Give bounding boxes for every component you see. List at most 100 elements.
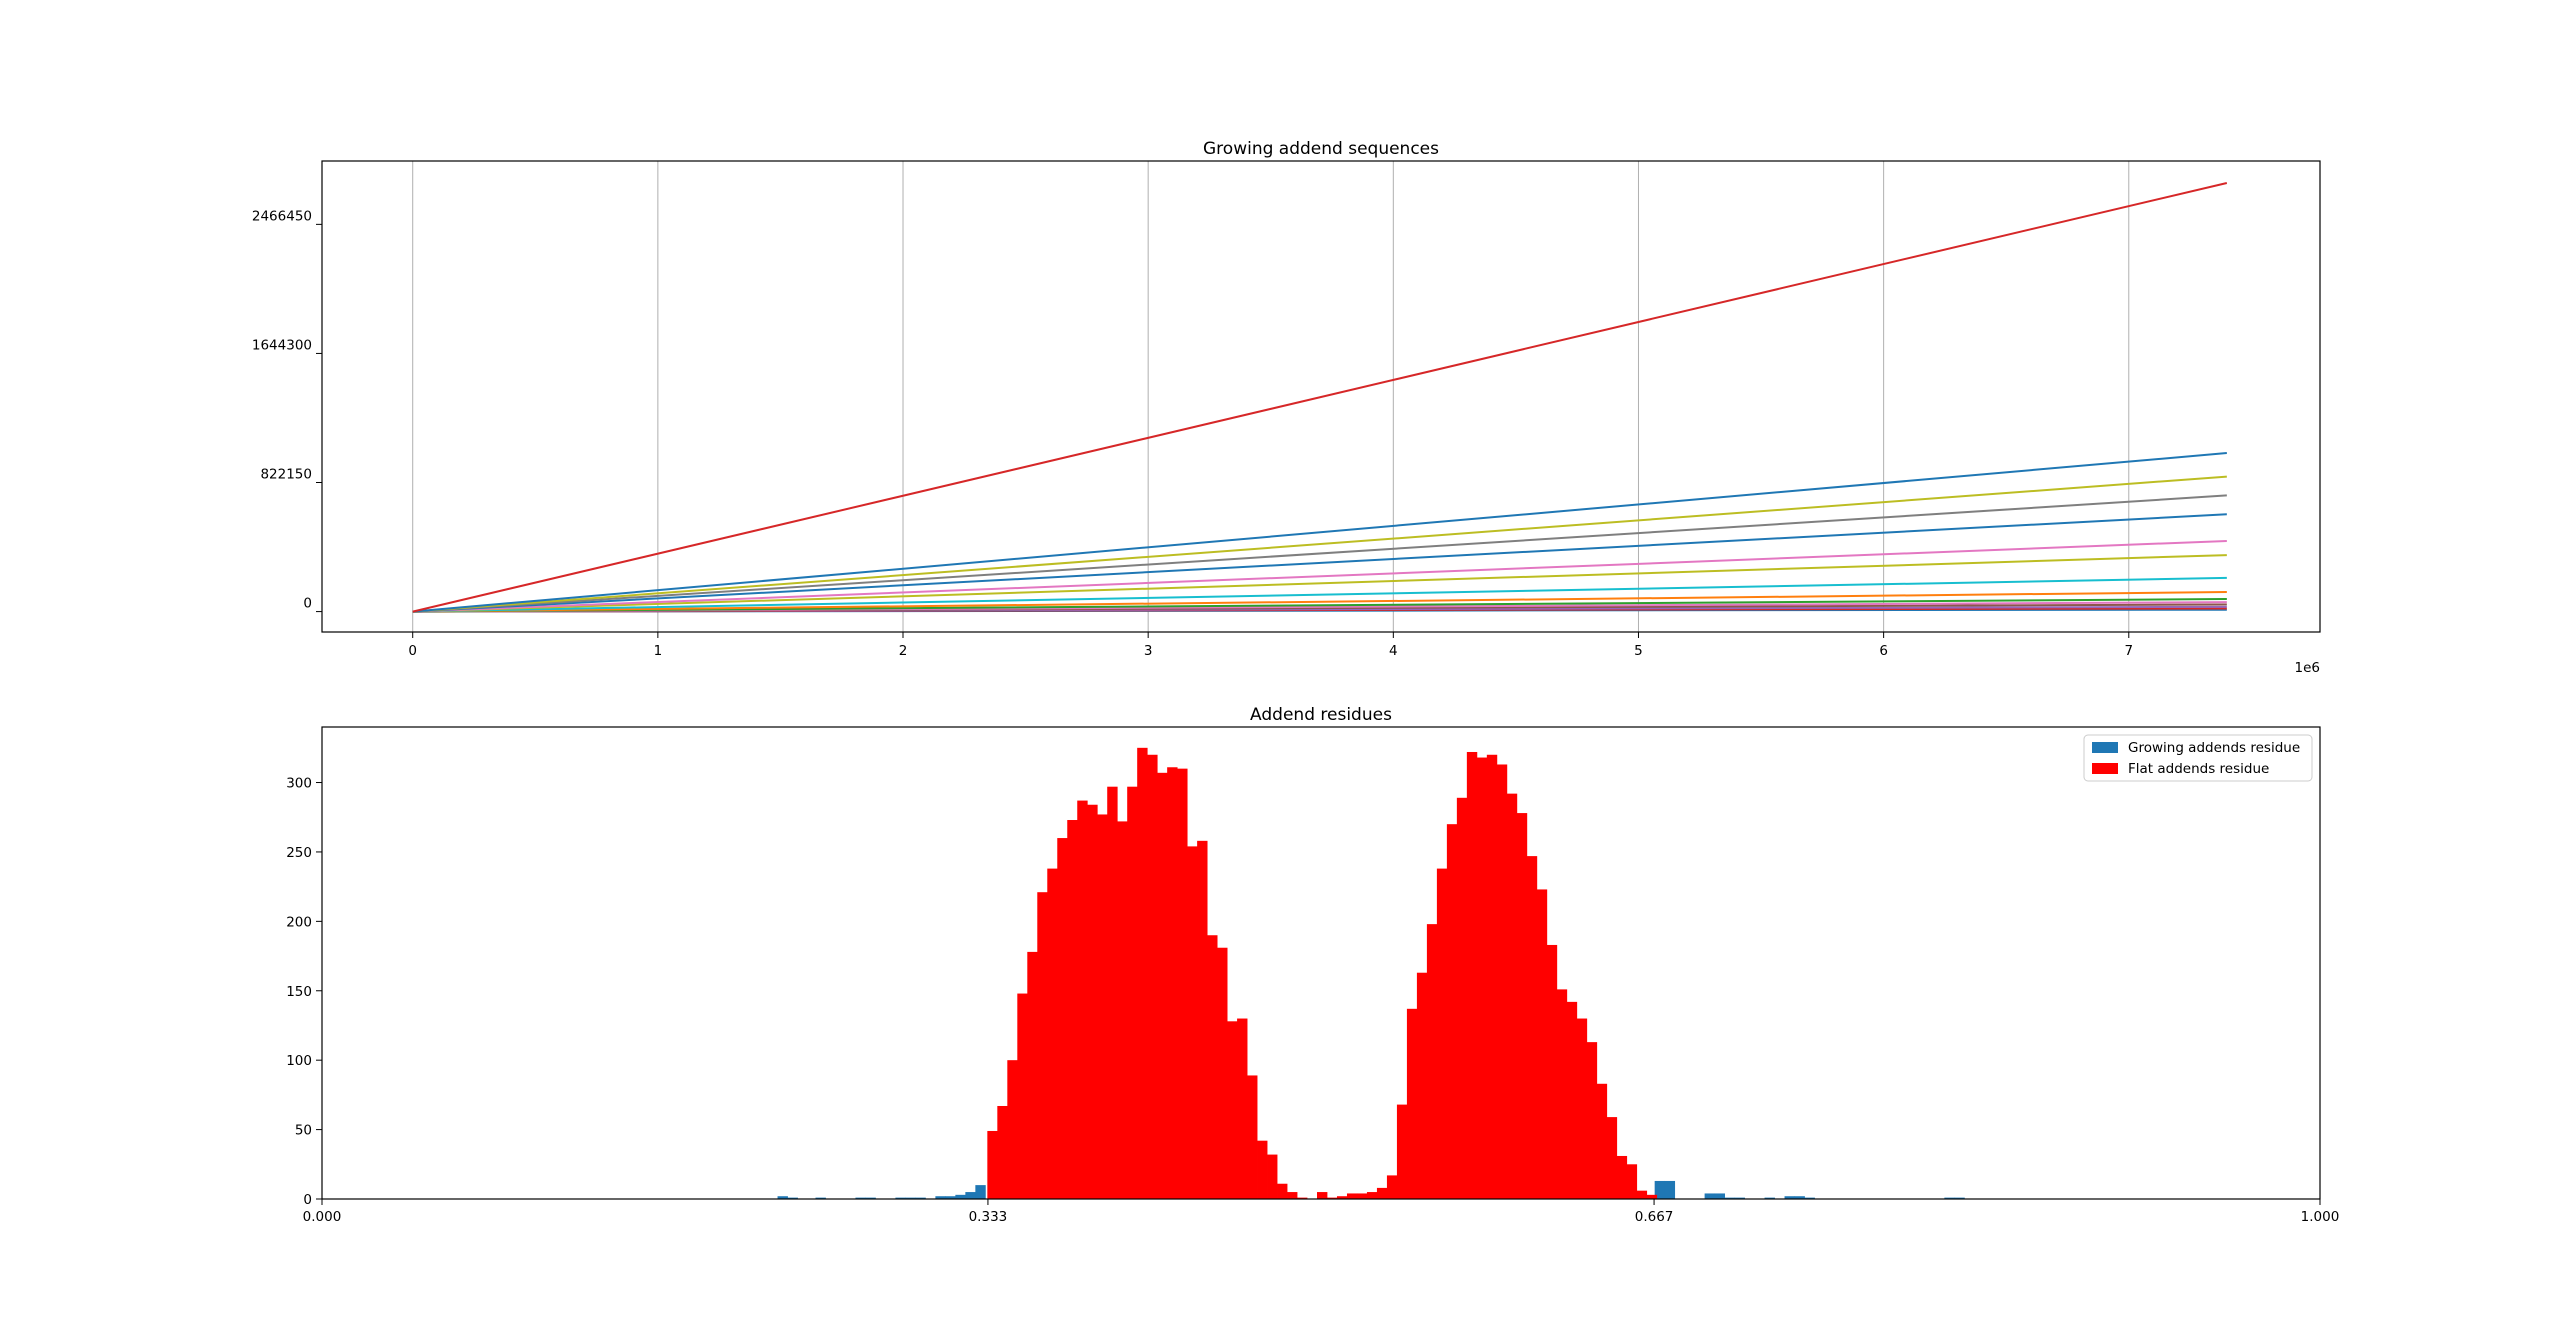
histogram-bar xyxy=(1037,892,1048,1199)
histogram-bar xyxy=(935,1196,946,1199)
histogram-bar xyxy=(1526,856,1538,1199)
legend-swatch-flat xyxy=(2092,763,2118,774)
histogram-bar xyxy=(1546,944,1558,1199)
histogram-bar xyxy=(1556,989,1568,1199)
histogram-bar xyxy=(1277,1183,1288,1199)
histogram-bar xyxy=(1326,1197,1338,1199)
histogram-bar xyxy=(1486,754,1498,1199)
histogram-bar xyxy=(1784,1196,1795,1199)
histogram-bar xyxy=(1057,838,1068,1199)
histogram-bar xyxy=(1197,840,1208,1199)
histogram-bar xyxy=(1586,1042,1598,1199)
bottom-y-ticks: 0 50 100 150 200 250 300 xyxy=(286,776,322,1208)
histogram-bar xyxy=(1616,1155,1628,1199)
top-x-tick-label: 1 xyxy=(654,643,663,659)
histogram-bar xyxy=(1157,772,1168,1199)
histogram-bar xyxy=(915,1197,926,1199)
histogram-bar xyxy=(1724,1197,1735,1199)
histogram-bar xyxy=(1794,1196,1805,1199)
histogram-bar xyxy=(1127,786,1138,1199)
histogram-bar xyxy=(1177,768,1188,1199)
series-line xyxy=(412,513,2227,613)
series-line xyxy=(412,494,2227,613)
histogram-bar xyxy=(1227,1021,1238,1199)
histogram-bar xyxy=(1287,1192,1298,1199)
histogram-bar xyxy=(1097,814,1108,1199)
histogram-bar xyxy=(1346,1193,1358,1199)
legend: Growing addends residue Flat addends res… xyxy=(2083,734,2313,782)
legend-swatch-growing xyxy=(2092,742,2118,753)
histogram-bar xyxy=(975,1185,986,1199)
histogram-bar xyxy=(945,1196,956,1199)
histogram-bar xyxy=(1396,1104,1408,1199)
histogram-bar xyxy=(787,1197,798,1199)
histogram-bar xyxy=(1476,757,1488,1199)
histogram-bar xyxy=(1596,1083,1608,1199)
histogram-bar xyxy=(955,1194,966,1199)
bottom-y-tick-label: 100 xyxy=(286,1053,312,1069)
top-x-tick-label: 2 xyxy=(899,643,908,659)
top-y-tick-label: 0 xyxy=(303,596,312,612)
histogram-bar xyxy=(1516,813,1528,1199)
histogram-bar xyxy=(1536,889,1548,1199)
histogram-bar xyxy=(1804,1197,1815,1199)
histogram-bar xyxy=(1626,1164,1638,1199)
top-y-ticks: 0 822150 1644300 2466450 xyxy=(252,208,322,613)
bottom-y-tick-label: 50 xyxy=(295,1123,312,1139)
histogram-bar xyxy=(1636,1190,1648,1199)
histogram-bar xyxy=(1704,1193,1716,1199)
histogram-bar xyxy=(1017,993,1028,1199)
histogram-bar xyxy=(895,1197,906,1199)
histogram-bar xyxy=(1187,846,1198,1199)
top-chart-title: Growing addend sequences xyxy=(1203,139,1439,159)
legend-label-flat: Flat addends residue xyxy=(2128,761,2269,777)
series-line xyxy=(412,539,2227,613)
histogram-bar xyxy=(855,1197,866,1199)
histogram-bar xyxy=(815,1197,826,1199)
histogram-bar xyxy=(1646,1194,1658,1199)
bottom-y-tick-label: 300 xyxy=(286,776,312,792)
histogram-bar xyxy=(777,1196,788,1199)
series-line xyxy=(412,576,2227,613)
histogram-bar xyxy=(1237,1018,1248,1199)
histogram-bar xyxy=(1027,951,1038,1199)
histogram-bar xyxy=(1077,800,1088,1199)
histogram-bar xyxy=(1714,1193,1725,1199)
histogram-bar xyxy=(865,1197,876,1199)
histogram-bar xyxy=(1496,764,1508,1199)
histogram-bar xyxy=(1207,935,1218,1199)
histogram-bar xyxy=(987,1130,998,1199)
histogram-bar xyxy=(1566,1001,1578,1199)
histogram-bar xyxy=(1267,1154,1278,1199)
series-line xyxy=(412,452,2227,613)
series-line xyxy=(412,590,2227,613)
addend-residues-chart: 0.000 0.333 0.667 1.000 050100150200250300 … xyxy=(286,705,2339,1225)
histogram-bar xyxy=(1456,797,1468,1199)
top-x-tick-label: 5 xyxy=(1634,643,1643,659)
histogram-bar xyxy=(1446,824,1458,1199)
histogram-bar xyxy=(1356,1193,1368,1199)
histogram-bar xyxy=(905,1197,916,1199)
histogram-bar xyxy=(1954,1197,1965,1199)
histogram-bar xyxy=(1376,1187,1388,1199)
histogram-bar xyxy=(1067,820,1078,1199)
bottom-x-tick-label: 0.000 xyxy=(303,1209,342,1225)
histogram-bar xyxy=(1167,767,1178,1199)
bottom-x-ticks: 0.000 0.333 0.667 1.000 xyxy=(303,1199,2339,1225)
top-series-lines xyxy=(412,182,2228,613)
histogram-bar xyxy=(1436,868,1448,1199)
histogram-bar xyxy=(1257,1140,1268,1199)
histogram-bar xyxy=(1764,1197,1775,1199)
histogram-bar xyxy=(1664,1180,1676,1199)
histogram-bar xyxy=(1366,1192,1378,1199)
top-y-tick-label: 1644300 xyxy=(252,337,312,353)
bottom-y-tick-label: 250 xyxy=(286,845,312,861)
series-line xyxy=(412,598,2227,613)
bottom-chart-title: Addend residues xyxy=(1250,705,1392,725)
growing-residue-bars xyxy=(777,1180,1965,1199)
top-x-tick-label: 7 xyxy=(2124,643,2133,659)
histogram-bar xyxy=(1654,1180,1666,1199)
histogram-bar xyxy=(1406,1008,1418,1199)
histogram-bar xyxy=(1336,1196,1348,1199)
